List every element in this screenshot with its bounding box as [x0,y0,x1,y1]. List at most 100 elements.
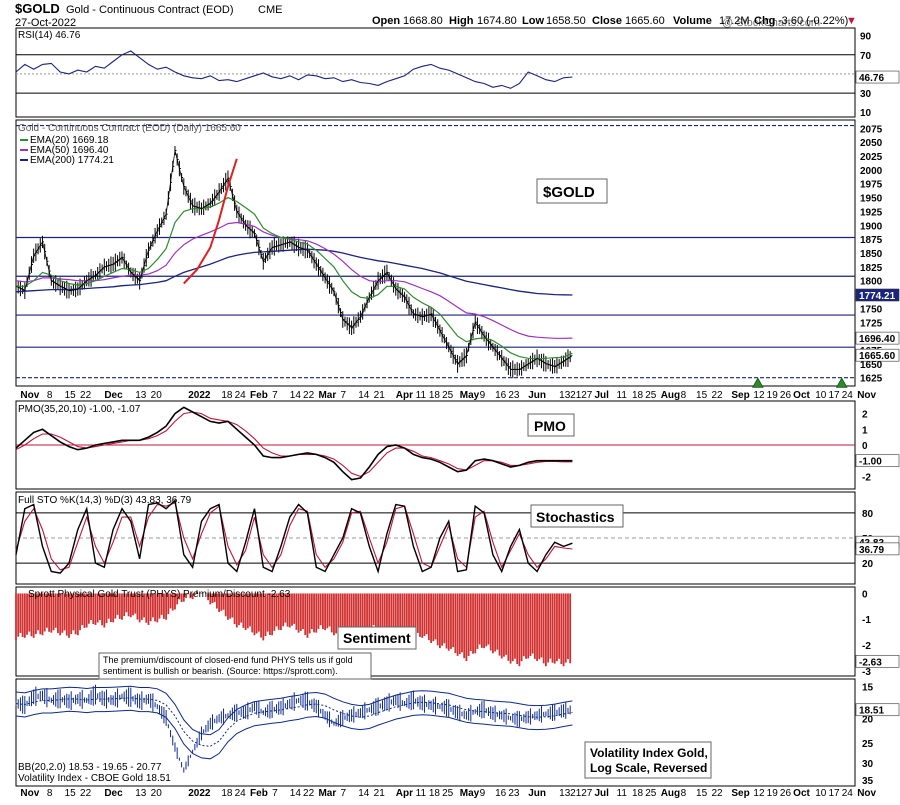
sentiment-bar [474,593,476,653]
vol-tick-label: 35 [862,776,874,787]
price-tick-label: 2000 [860,166,883,177]
sentiment-bar [435,593,437,639]
price-tick-label: 2025 [860,152,883,163]
price-tick-label: 1950 [860,194,883,205]
xaxis-label-lower: 25 [645,788,657,799]
xaxis-label-lower: 18 [429,788,441,799]
xaxis-label-lower: 22 [80,788,92,799]
sentiment-bar [567,593,569,659]
sentiment-bar [501,593,503,658]
sentiment-bar [307,593,309,637]
sentiment-title: Sprott Physical Gold Trust (PHYS) Premiu… [28,589,291,600]
sentiment-bar [560,593,562,664]
xaxis-label-lower: Oct [793,788,810,799]
sentiment-bar [296,593,298,629]
vix-annotation-line2: Log Scale, Reversed [590,761,707,775]
xaxis-label-upper: 11 [416,390,427,401]
sentiment-bar [417,593,419,632]
sentiment-bar [439,593,441,648]
sentiment-bar [388,593,390,631]
sentiment-tick-label: -3 [862,667,871,678]
sentiment-bar [463,593,465,658]
sentiment-bar [20,593,22,632]
price-title: Gold - Continuous Contract (EOD) (Daily)… [18,123,241,134]
sentiment-bar [371,593,373,628]
xaxis-label-upper: 22 [711,390,723,401]
open-label: Open [372,15,400,27]
xaxis-label-upper: May [460,390,480,401]
xaxis-label-upper: 24 [235,390,247,401]
sentiment-bar [468,593,470,656]
xaxis-label-upper: 13 [135,390,147,401]
xaxis-label-upper: 24 [842,390,854,401]
xaxis-label-upper: 11 [617,390,628,401]
price-tick-label: 1800 [860,277,883,288]
sentiment-bar [534,593,536,658]
xaxis-label-upper: 16 [495,390,507,401]
xaxis-label-lower: Mar [318,788,336,799]
sentiment-bar [530,593,532,656]
sentiment-bar [536,593,538,661]
sentiment-bar [461,593,463,652]
rsi-title: RSI(14) 46.76 [18,30,81,41]
sentiment-bar [454,593,456,653]
rsi-tick-label: 10 [860,108,872,119]
rsi-tick-label: 30 [860,89,872,100]
xaxis-label-lower: Dec [104,788,123,799]
xaxis-label-lower: 7 [341,788,347,799]
open-value: 1668.80 [403,15,443,27]
sentiment-bar [532,593,534,653]
xaxis-label-upper: 2022 [188,390,211,401]
price-tick-label: 1975 [860,180,883,191]
sentiment-bar [494,593,496,651]
sentiment-bar [68,593,70,637]
sentiment-bar [379,593,381,628]
xaxis-label-upper: 9 [480,390,486,401]
xaxis-label-lower: 19 [767,788,779,799]
sentiment-bar [470,593,472,651]
sentiment-bar [313,593,315,632]
sentiment-bar [496,593,498,649]
symbol-title: $GOLD [15,1,60,16]
sentiment-bar [510,593,512,663]
xaxis-label-lower: 8 [47,788,53,799]
xaxis-label-upper: 22 [80,390,92,401]
xaxis-label-upper: 18 [632,390,644,401]
vix-title: Volatility Index - CBOE Gold 18.51 [18,773,171,784]
volume-value: 17.2M [719,15,750,27]
xaxis-label-upper: 13 [559,390,571,401]
sentiment-bar [300,593,302,630]
sentiment-bar [450,593,452,648]
sentiment-bar [337,593,339,631]
xaxis-label-lower: 26 [780,788,792,799]
sentiment-bar [527,593,529,658]
xaxis-label-lower: 25 [442,788,454,799]
xaxis-label-lower: 7 [272,788,278,799]
sentiment-bar [15,593,17,640]
sentiment-bar [421,593,423,637]
sentiment-bar [563,593,565,666]
sentiment-bar [521,593,523,661]
sentiment-bar [22,593,24,636]
xaxis-label-upper: Feb [250,390,268,401]
xaxis-label-lower: Nov [857,788,876,799]
price-tick-label: 1750 [860,304,883,315]
pmo-last-value: -1.00 [859,457,882,468]
price-tick-label: 1725 [860,318,883,329]
xaxis-label-lower: 11 [617,788,628,799]
sentiment-bar [311,593,313,629]
xaxis-label-upper: Dec [104,390,123,401]
xaxis-label-upper: 10 [815,390,827,401]
sentiment-bar [549,593,551,658]
sentiment-bar [545,593,547,666]
sto-title: Full STO %K(14,3) %D(3) 43.83, 36.79 [18,495,192,506]
sentiment-bar [554,593,556,663]
sentiment-bar [304,593,306,635]
sentiment-bar [408,593,410,631]
sentiment-bar [329,593,331,626]
vol-tick-label: 25 [862,739,874,750]
xaxis-label-lower: 11 [416,788,427,799]
sentiment-bar [477,593,479,648]
pmo-tick-label: 2 [862,410,868,421]
